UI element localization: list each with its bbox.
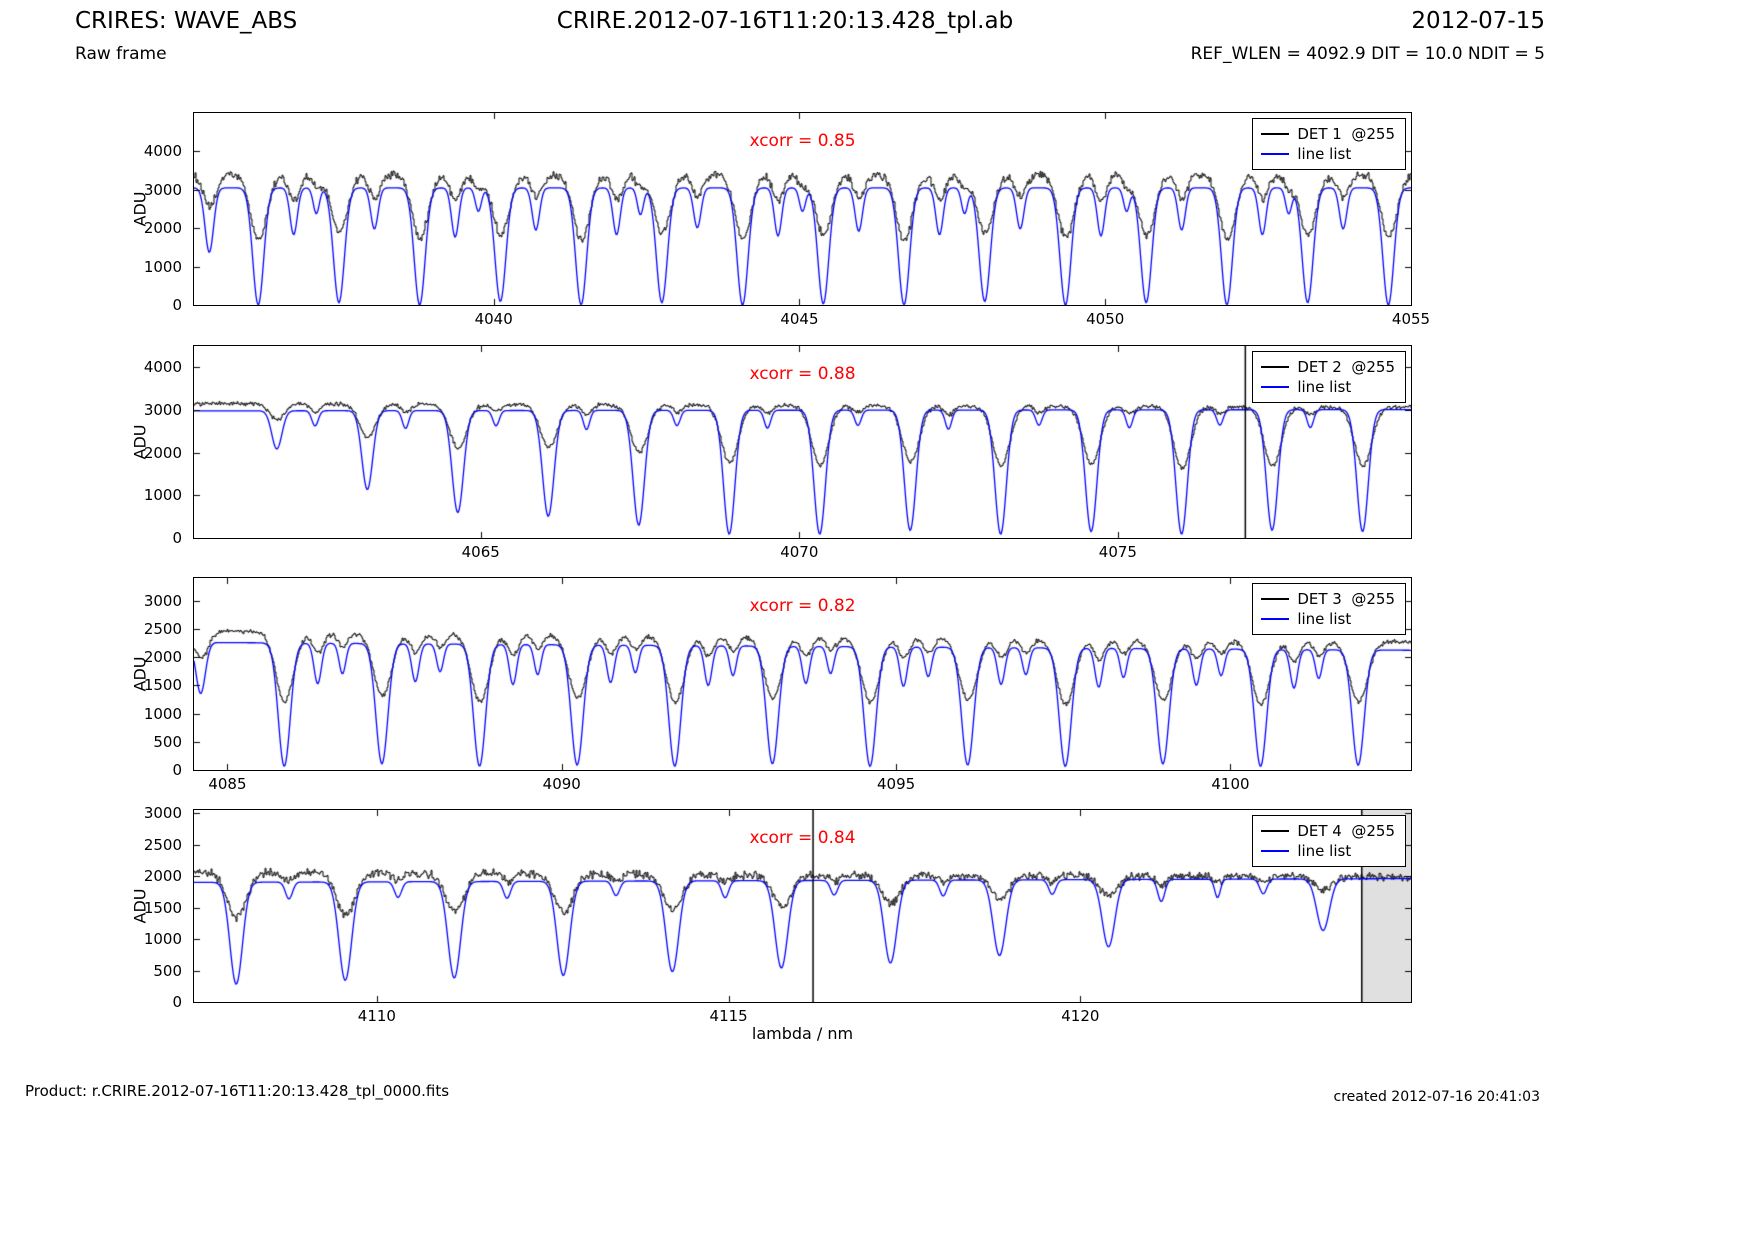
legend-label-linelist: line list — [1297, 610, 1352, 628]
x-tick-label: 4090 — [542, 775, 581, 793]
y-tick-label: 1000 — [143, 930, 182, 949]
y-tick-label: 2000 — [143, 867, 182, 886]
legend-label-detector: DET 4 @255 — [1297, 822, 1395, 840]
blue-line-swatch — [1261, 153, 1290, 155]
file-title: CRIRE.2012-07-16T11:20:13.428_tpl.ab — [556, 8, 1014, 34]
legend-det4: DET 4 @255 line list — [1252, 815, 1406, 867]
legend-entry-linelist: line list — [1261, 144, 1395, 164]
black-line-swatch — [1261, 366, 1290, 368]
y-tick-labels: 0 1000 2000 3000 4000 — [0, 112, 188, 314]
recipe-title: CRIRES: WAVE_ABS — [75, 8, 298, 34]
panel-det2: ADU 0 1000 2000 3000 4000 xcorr = 0.88 DET 2… — [0, 345, 1755, 575]
x-tick-label: 4045 — [780, 310, 819, 328]
legend-entry-spectrum: DET 1 @255 — [1261, 124, 1395, 144]
panel-det3: ADU 0 500 1000 1500 2000 2500 3000 xcorr = 0.8… — [0, 577, 1755, 807]
y-tick-label: 0 — [172, 296, 182, 314]
legend-label-detector: DET 1 @255 — [1297, 125, 1395, 143]
legend-det2: DET 2 @255 line list — [1252, 351, 1406, 403]
y-tick-label: 3000 — [143, 804, 182, 823]
spectrum-canvas-det2 — [194, 346, 1411, 538]
x-tick-labels: 4040 4045 4050 4055 — [193, 310, 1431, 332]
black-line-swatch — [1261, 598, 1290, 600]
black-line-swatch — [1261, 133, 1290, 135]
x-tick-label: 4085 — [208, 775, 247, 793]
legend-label-linelist: line list — [1297, 378, 1352, 396]
y-tick-label: 4000 — [143, 358, 182, 377]
product-filename: Product: r.CRIRE.2012-07-16T11:20:13.428… — [25, 1082, 450, 1100]
y-tick-label: 0 — [172, 993, 182, 1011]
plot-area-det3: xcorr = 0.82 DET 3 @255 line list — [193, 577, 1412, 771]
legend-label-detector: DET 2 @255 — [1297, 358, 1395, 376]
legend-det1: DET 1 @255 line list — [1252, 118, 1406, 170]
y-tick-label: 3000 — [143, 180, 182, 199]
spectrum-canvas-det1 — [194, 113, 1411, 305]
x-tick-labels: 4065 4070 4075 — [193, 543, 1412, 565]
x-tick-label: 4065 — [461, 543, 500, 561]
x-tick-label: 4055 — [1391, 310, 1431, 328]
x-tick-label: 4120 — [1061, 1007, 1100, 1025]
legend-entry-linelist: line list — [1261, 609, 1395, 629]
x-tick-labels: 4110 4115 4120 — [193, 1007, 1412, 1029]
x-tick-label: 4040 — [474, 310, 513, 328]
y-tick-label: 4000 — [143, 142, 182, 161]
x-tick-label: 4100 — [1211, 775, 1250, 793]
y-tick-label: 0 — [172, 761, 182, 779]
black-line-swatch — [1261, 830, 1290, 832]
panel-det1: ADU 0 1000 2000 3000 4000 xcorr = 0.85 DET 1… — [0, 112, 1755, 342]
legend-entry-linelist: line list — [1261, 377, 1395, 397]
y-tick-label: 1500 — [143, 898, 182, 917]
y-tick-label: 2000 — [143, 219, 182, 238]
legend-entry-linelist: line list — [1261, 841, 1395, 861]
legend-label-linelist: line list — [1297, 842, 1352, 860]
legend-label-linelist: line list — [1297, 145, 1352, 163]
plot-area-det2: xcorr = 0.88 DET 2 @255 line list — [193, 345, 1412, 539]
spectrum-canvas-det3 — [194, 578, 1411, 770]
spectrum-canvas-det4 — [194, 810, 1411, 1002]
x-tick-label: 4115 — [709, 1007, 748, 1025]
xcorr-value-det1: xcorr = 0.85 — [749, 131, 856, 151]
blue-line-swatch — [1261, 850, 1290, 852]
y-tick-label: 0 — [172, 529, 182, 547]
x-tick-label: 4070 — [780, 543, 819, 561]
y-tick-label: 3000 — [143, 401, 182, 419]
x-axis-label: lambda / nm — [751, 1024, 854, 1043]
xcorr-value-det4: xcorr = 0.84 — [749, 828, 856, 848]
legend-entry-spectrum: DET 2 @255 — [1261, 357, 1395, 377]
xcorr-value-det2: xcorr = 0.88 — [749, 364, 856, 384]
y-tick-labels: 0 500 1000 1500 2000 2500 3000 — [0, 577, 188, 779]
legend-label-detector: DET 3 @255 — [1297, 590, 1395, 608]
y-tick-label: 500 — [153, 961, 182, 980]
y-tick-label: 1000 — [143, 704, 182, 723]
x-tick-label: 4095 — [877, 775, 916, 793]
x-tick-labels: 4085 4090 4095 4100 — [193, 775, 1412, 797]
frame-type-label: Raw frame — [75, 44, 167, 64]
y-tick-label: 1000 — [143, 486, 182, 505]
plot-area-det4: xcorr = 0.84 DET 4 @255 line list — [193, 809, 1412, 1003]
header-parameters: REF_WLEN = 4092.9 DIT = 10.0 NDIT = 5 — [1190, 44, 1545, 64]
y-tick-labels: 0 500 1000 1500 2000 2500 3000 — [0, 804, 188, 1011]
y-tick-label: 2500 — [143, 835, 182, 854]
legend-det3: DET 3 @255 line list — [1252, 583, 1406, 635]
y-tick-label: 3000 — [143, 591, 182, 610]
y-tick-label: 1000 — [143, 257, 182, 276]
plot-area-det1: xcorr = 0.85 DET 1 @255 line list — [193, 112, 1412, 306]
y-tick-label: 2500 — [143, 619, 182, 638]
legend-entry-spectrum: DET 3 @255 — [1261, 589, 1395, 609]
x-tick-label: 4050 — [1086, 310, 1125, 328]
observation-date: 2012-07-15 — [1411, 8, 1545, 34]
panel-det4: ADU 0 500 1000 1500 2000 2500 3000 xcorr = 0.8… — [0, 804, 1755, 1039]
xcorr-value-det3: xcorr = 0.82 — [749, 596, 856, 616]
y-tick-label: 500 — [153, 732, 182, 751]
blue-line-swatch — [1261, 618, 1290, 620]
x-tick-label: 4110 — [357, 1007, 396, 1025]
x-tick-label: 4075 — [1098, 543, 1137, 561]
y-tick-label: 2000 — [143, 648, 182, 667]
created-timestamp: created 2012-07-16 20:41:03 — [1333, 1089, 1540, 1105]
y-tick-label: 1500 — [143, 676, 182, 695]
y-tick-labels: 0 1000 2000 3000 4000 — [0, 345, 188, 547]
blue-line-swatch — [1261, 386, 1290, 388]
legend-entry-spectrum: DET 4 @255 — [1261, 821, 1395, 841]
y-tick-label: 2000 — [143, 443, 182, 462]
